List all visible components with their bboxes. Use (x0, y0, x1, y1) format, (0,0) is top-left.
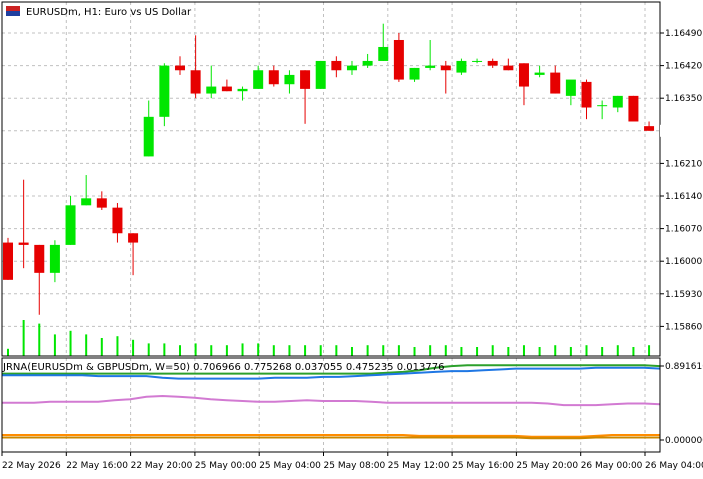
candle-bull (49, 244, 60, 273)
candle-bull (206, 86, 217, 94)
price-label: 1.16420 (665, 62, 702, 72)
candle-bear (268, 70, 279, 85)
candle-bull (472, 60, 483, 62)
candle-bear (3, 242, 13, 280)
chart-title: EURUSDm, H1: Euro vs US Dollar (26, 7, 192, 18)
price-label: 1.16210 (665, 159, 702, 169)
time-label: 22 May 2026 (2, 461, 61, 471)
candle-bear (18, 242, 29, 245)
price-label: 1.16350 (665, 94, 702, 104)
candle-bull (534, 72, 545, 75)
candle-bear (128, 233, 139, 243)
time-label: 25 May 16:00 (452, 461, 514, 471)
chart-frame (1, 1, 661, 453)
candle-bull (362, 60, 373, 66)
time-label: 25 May 04:00 (259, 461, 321, 471)
price-label: 1.16000 (665, 257, 702, 267)
time-label: 25 May 08:00 (324, 461, 386, 471)
candle-bull (284, 74, 295, 85)
last-price-box (660, 124, 703, 137)
candle-bear (393, 39, 404, 80)
candle-bull (597, 105, 608, 107)
candle-bull (65, 205, 76, 245)
price-label: 1.16490 (665, 29, 702, 39)
price-axis: 1.164901.164201.163501.162801.162101.161… (660, 29, 703, 446)
candle-bear (518, 63, 529, 87)
candle-bear (96, 198, 107, 208)
candle-bear (581, 81, 592, 108)
price-label: 1.16140 (665, 192, 702, 202)
candle-bull (315, 60, 326, 89)
candle-bear (174, 65, 185, 71)
time-label: 26 May 04:00 (645, 461, 703, 471)
candle-bear (550, 72, 561, 94)
candle-bull (237, 88, 248, 92)
price-label: 1.16070 (665, 225, 702, 235)
time-label: 22 May 20:00 (131, 461, 193, 471)
candle-bear (628, 95, 639, 122)
candle-bull (456, 60, 467, 73)
price-label: 1.15860 (665, 322, 702, 332)
time-label: 25 May 20:00 (516, 461, 578, 471)
time-axis: 22 May 2026 22 May 16:00 22 May 20:00 25 Ma… (1, 452, 703, 471)
indicator-pane-border (1, 357, 661, 453)
indicator-series (2, 366, 661, 380)
main-pane-border (1, 1, 661, 357)
candle-bear (503, 65, 514, 71)
candle-bull (81, 198, 92, 206)
time-label: 26 May 00:00 (581, 461, 643, 471)
candle-bull (159, 65, 170, 117)
candle-bull (425, 65, 436, 68)
price-label: 1.15930 (665, 290, 702, 300)
candle-bull (253, 70, 264, 89)
indicator-series (2, 364, 661, 375)
volume-bars (7, 320, 651, 356)
flag-stripe (6, 6, 20, 11)
indicator-series (2, 394, 661, 407)
indicator-lines (2, 364, 661, 440)
candle-bear (300, 70, 311, 89)
time-label: 22 May 16:00 (66, 461, 128, 471)
candle-bear (34, 244, 45, 273)
indicator-title: JRNA(EURUSDm & GBPUSDm, W=50) 0.706966 0… (2, 362, 444, 373)
candle-bull (612, 95, 623, 108)
candle-bull (565, 79, 576, 96)
time-label: 25 May 12:00 (388, 461, 450, 471)
candle-bull (143, 116, 154, 157)
chart-grid (1, 2, 660, 452)
candle-bear (112, 207, 123, 234)
time-label: 25 May 00:00 (195, 461, 257, 471)
candle-bear (190, 70, 201, 94)
main-title: EURUSDm, H1: Euro vs US Dollar (6, 6, 192, 18)
candle-bear (644, 126, 655, 131)
indicator-level-label: 0.891616 (665, 362, 703, 372)
indicator-level-label: 0.000000 (665, 436, 703, 446)
candle-bear (487, 60, 498, 66)
candle-bull (346, 65, 357, 71)
candle-bull (409, 67, 420, 80)
indicator-series (2, 436, 660, 440)
indicator-series (2, 434, 660, 438)
candle-bear (331, 60, 342, 71)
candle-bear (440, 65, 451, 71)
candlesticks (3, 23, 655, 315)
candle-bear (221, 86, 232, 92)
candle-bull (378, 46, 389, 61)
